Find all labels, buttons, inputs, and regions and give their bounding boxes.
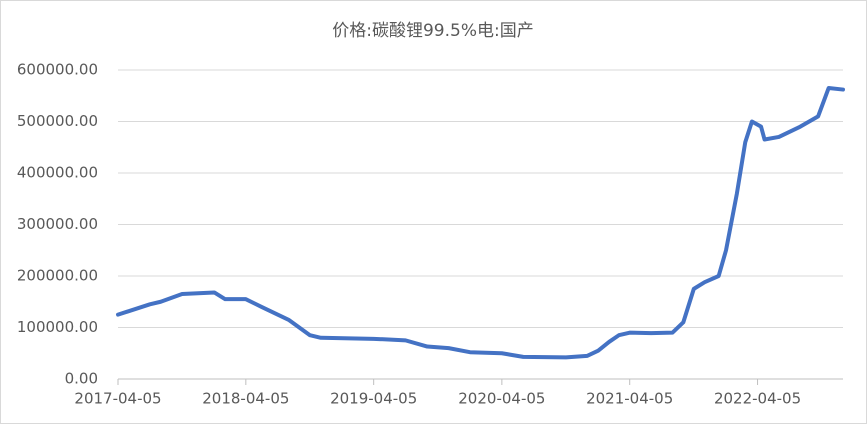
chart-title: 价格:碳酸锂99.5%电:国产	[332, 21, 533, 41]
price-line	[116, 86, 845, 360]
y-tick-label: 400000.00	[17, 164, 98, 182]
y-tick-label: 0.00	[65, 370, 98, 388]
y-tick-label: 500000.00	[17, 112, 98, 130]
x-tick-label: 2021-04-05	[586, 390, 673, 408]
y-tick-label: 200000.00	[17, 267, 98, 285]
x-tick-label: 2022-04-05	[714, 390, 801, 408]
x-tick-label: 2019-04-05	[330, 390, 417, 408]
y-tick-label: 300000.00	[17, 215, 98, 233]
x-tick-label: 2018-04-05	[202, 390, 289, 408]
y-tick-label: 600000.00	[17, 61, 98, 79]
x-tick-label: 2020-04-05	[458, 390, 545, 408]
y-tick-label: 100000.00	[17, 318, 98, 336]
x-tick-label: 2017-04-05	[74, 390, 161, 408]
